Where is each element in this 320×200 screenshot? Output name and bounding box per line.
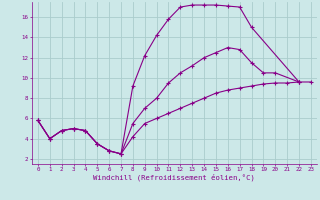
X-axis label: Windchill (Refroidissement éolien,°C): Windchill (Refroidissement éolien,°C) (93, 174, 255, 181)
